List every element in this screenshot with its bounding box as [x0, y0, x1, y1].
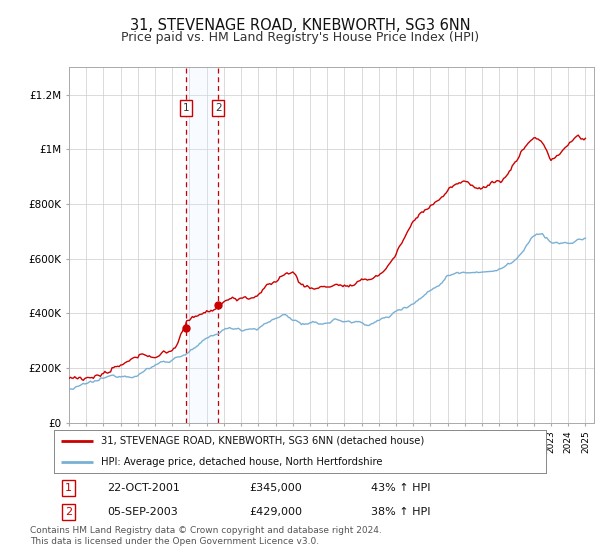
Text: HPI: Average price, detached house, North Hertfordshire: HPI: Average price, detached house, Nort…	[101, 457, 382, 467]
Text: Price paid vs. HM Land Registry's House Price Index (HPI): Price paid vs. HM Land Registry's House …	[121, 31, 479, 44]
Text: 22-OCT-2001: 22-OCT-2001	[107, 483, 179, 493]
Text: 2: 2	[65, 507, 73, 517]
Text: £345,000: £345,000	[250, 483, 302, 493]
Text: 38% ↑ HPI: 38% ↑ HPI	[371, 507, 430, 517]
Text: 05-SEP-2003: 05-SEP-2003	[107, 507, 178, 517]
Text: Contains HM Land Registry data © Crown copyright and database right 2024.
This d: Contains HM Land Registry data © Crown c…	[30, 526, 382, 546]
Text: 2: 2	[215, 103, 222, 113]
Text: 31, STEVENAGE ROAD, KNEBWORTH, SG3 6NN (detached house): 31, STEVENAGE ROAD, KNEBWORTH, SG3 6NN (…	[101, 436, 424, 446]
Text: 43% ↑ HPI: 43% ↑ HPI	[371, 483, 430, 493]
Text: 1: 1	[65, 483, 72, 493]
Text: 31, STEVENAGE ROAD, KNEBWORTH, SG3 6NN: 31, STEVENAGE ROAD, KNEBWORTH, SG3 6NN	[130, 18, 470, 33]
Text: 1: 1	[183, 103, 190, 113]
Text: £429,000: £429,000	[250, 507, 302, 517]
Bar	[186, 67, 218, 423]
